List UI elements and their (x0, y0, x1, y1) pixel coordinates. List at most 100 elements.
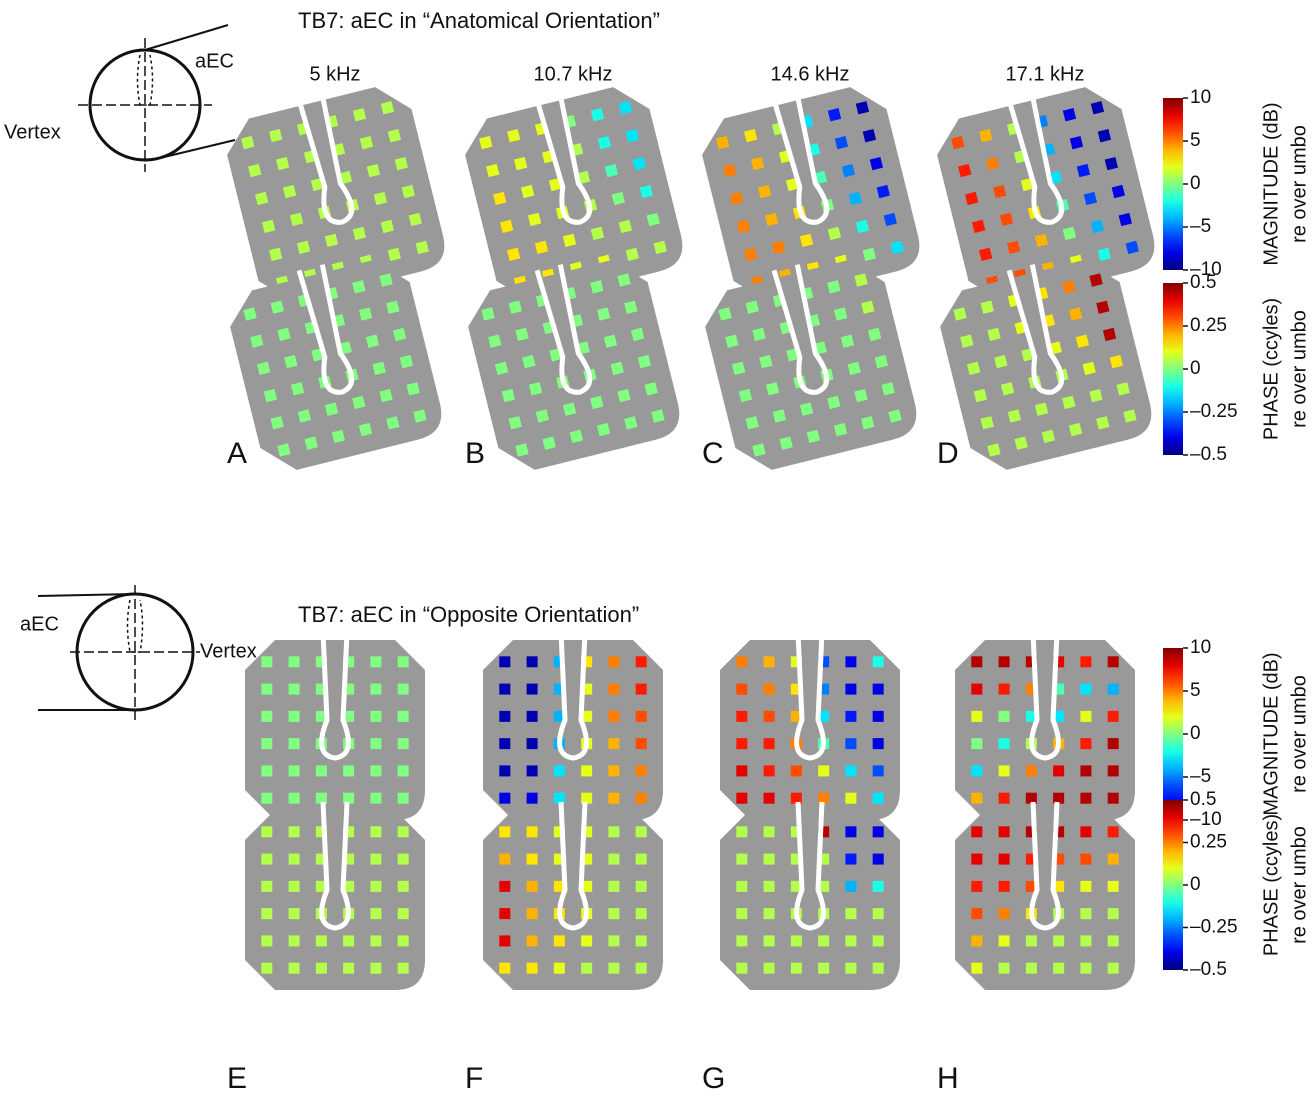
cell (764, 738, 775, 749)
cell (289, 963, 300, 974)
cell (736, 765, 747, 776)
cell (499, 826, 510, 837)
panel (955, 632, 1135, 820)
cell (818, 963, 829, 974)
cell (398, 793, 409, 804)
cell (1053, 935, 1064, 946)
cell (636, 908, 647, 919)
cell (971, 765, 982, 776)
cell (636, 765, 647, 776)
cell (636, 684, 647, 695)
cell (343, 765, 354, 776)
cell (736, 908, 747, 919)
cell (499, 881, 510, 892)
cell (499, 684, 510, 695)
cell (1080, 881, 1091, 892)
tick-label: –5 (1190, 216, 1211, 237)
cell (608, 854, 619, 865)
cell (1108, 684, 1119, 695)
panel (459, 245, 685, 477)
colorbar (1163, 98, 1183, 270)
cell (398, 881, 409, 892)
cell (581, 765, 592, 776)
cell (999, 711, 1010, 722)
cell (791, 963, 802, 974)
cell (736, 854, 747, 865)
cell (370, 854, 381, 865)
colorbar (1163, 648, 1183, 820)
tick-label: 5 (1190, 130, 1201, 151)
cell (1026, 963, 1037, 974)
cell (554, 935, 565, 946)
diagram-label: Vertex (4, 121, 61, 143)
cell (608, 908, 619, 919)
cell (636, 935, 647, 946)
cell (261, 656, 272, 667)
panel (720, 632, 900, 820)
cell (499, 656, 510, 667)
cell (971, 935, 982, 946)
figure: aEC Vertex TB7: aEC in “Anatomical Orien… (0, 0, 1315, 1098)
cell (608, 738, 619, 749)
cell (370, 684, 381, 695)
cell (370, 765, 381, 776)
cell (261, 765, 272, 776)
cell (1080, 738, 1091, 749)
cell (499, 738, 510, 749)
cell (608, 656, 619, 667)
tick-label: 0.5 (1190, 789, 1216, 810)
cell (636, 738, 647, 749)
cell (527, 684, 538, 695)
cell (845, 881, 856, 892)
cell (1080, 656, 1091, 667)
tick-label: –0.25 (1190, 917, 1238, 938)
cell (1026, 765, 1037, 776)
cell (636, 881, 647, 892)
cell (873, 765, 884, 776)
tick-label: –0.25 (1190, 401, 1238, 422)
colorbar-label: MAGNITUDE (dB) (1260, 652, 1282, 815)
cell (398, 656, 409, 667)
cell (971, 656, 982, 667)
cell (764, 935, 775, 946)
cell (398, 908, 409, 919)
cell (316, 935, 327, 946)
membrane (461, 253, 685, 477)
frequency-label: 10.7 kHz (534, 63, 613, 85)
tick-label: 5 (1190, 680, 1201, 701)
tick-label: 0.5 (1190, 272, 1216, 293)
section-title: TB7: aEC in “Anatomical Orientation” (298, 8, 660, 33)
cell (527, 935, 538, 946)
cell (736, 826, 747, 837)
cell (261, 881, 272, 892)
cell (971, 826, 982, 837)
cell (1080, 684, 1091, 695)
cell (398, 765, 409, 776)
cell (1080, 793, 1091, 804)
cell (289, 684, 300, 695)
cell (845, 656, 856, 667)
cell (873, 935, 884, 946)
cell (764, 908, 775, 919)
orientation-diagram (78, 25, 235, 172)
cell (1053, 765, 1064, 776)
cell (261, 793, 272, 804)
cell (370, 793, 381, 804)
cell (764, 656, 775, 667)
cell (999, 826, 1010, 837)
cell (873, 854, 884, 865)
colorbar-label: MAGNITUDE (dB) (1260, 102, 1282, 265)
cell (873, 908, 884, 919)
tick-label: 10 (1190, 637, 1211, 658)
cell (1026, 935, 1037, 946)
cell (999, 908, 1010, 919)
panel-letter: B (465, 437, 485, 470)
cell (845, 854, 856, 865)
cell (873, 793, 884, 804)
tick-label: –0.5 (1190, 959, 1227, 980)
cell (370, 908, 381, 919)
cell (1080, 908, 1091, 919)
cell (1108, 711, 1119, 722)
cell (1108, 826, 1119, 837)
cell (636, 826, 647, 837)
